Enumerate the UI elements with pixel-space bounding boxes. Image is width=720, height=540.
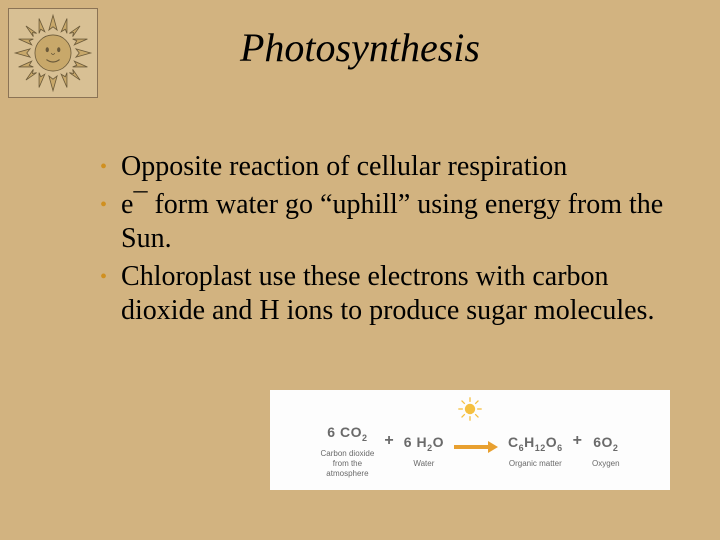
bullet-text: Opposite reaction of cellular respiratio… xyxy=(121,150,567,184)
bullet-icon: • xyxy=(100,260,107,294)
list-item: • Chloroplast use these electrons with c… xyxy=(100,260,690,328)
list-item: • Opposite reaction of cellular respirat… xyxy=(100,150,690,184)
equation-term: C6H12O6 Organic matter xyxy=(508,434,563,469)
photosynthesis-equation: 6 CO2 Carbon dioxide from the atmosphere… xyxy=(270,390,670,490)
equation-term: 6 H2O Water xyxy=(404,434,444,469)
arrow-icon xyxy=(454,441,498,461)
bullet-text: e¯ form water go “uphill” using energy f… xyxy=(121,188,690,256)
bullet-icon: • xyxy=(100,150,107,184)
plus-icon: + xyxy=(573,432,582,470)
page-title: Photosynthesis xyxy=(0,24,720,71)
plus-icon: + xyxy=(384,432,393,470)
equation-term: 6O2 Oxygen xyxy=(592,434,620,469)
equation-term: 6 CO2 Carbon dioxide from the atmosphere xyxy=(320,424,374,479)
bullet-list: • Opposite reaction of cellular respirat… xyxy=(100,150,690,332)
bullet-icon: • xyxy=(100,188,107,222)
list-item: • e¯ form water go “uphill” using energy… xyxy=(100,188,690,256)
sun-icon xyxy=(457,396,483,427)
bullet-text: Chloroplast use these electrons with car… xyxy=(121,260,690,328)
